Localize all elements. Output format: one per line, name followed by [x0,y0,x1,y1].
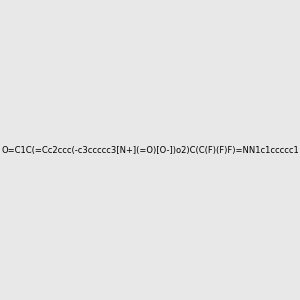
Text: O=C1C(=Cc2ccc(-c3ccccc3[N+](=O)[O-])o2)C(C(F)(F)F)=NN1c1ccccc1: O=C1C(=Cc2ccc(-c3ccccc3[N+](=O)[O-])o2)C… [1,146,299,154]
